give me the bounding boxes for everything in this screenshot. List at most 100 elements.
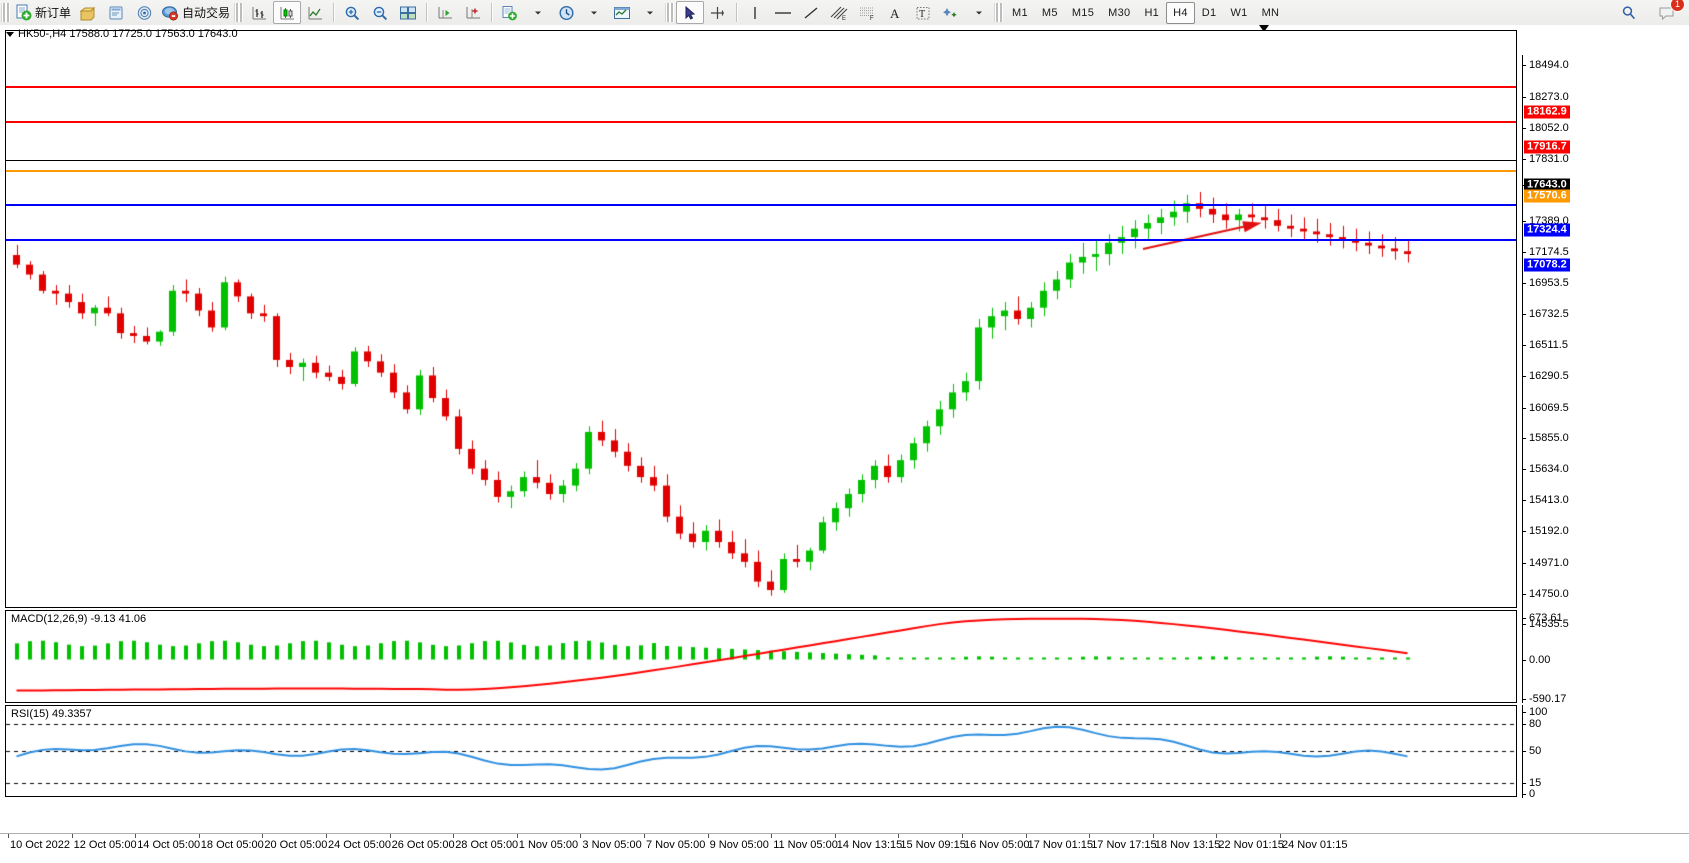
time-axis-label: 18 Oct 05:00 <box>200 839 264 851</box>
chart-symbol-header: HK50-,H4 17588.0 17725.0 17563.0 17643.0 <box>6 28 238 40</box>
time-axis-tick <box>8 834 9 838</box>
trendline-button[interactable] <box>797 1 825 24</box>
signals-button[interactable] <box>130 1 158 24</box>
objects-dropdown[interactable] <box>965 1 993 24</box>
templates-icon <box>614 6 631 19</box>
resistance-upper-tag[interactable]: 18162.9 <box>1524 105 1570 119</box>
timeframe-m15[interactable]: M15 <box>1071 6 1095 19</box>
timeframe-mn[interactable]: MN <box>1261 6 1280 19</box>
indicators-dropdown[interactable] <box>524 1 552 24</box>
line-chart-button[interactable] <box>301 1 329 24</box>
price-canvas[interactable] <box>6 31 1516 607</box>
macd-axis-tick-label: 0.00 <box>1529 653 1551 666</box>
rsi-panel[interactable]: RSI(15) 49.3357 <box>5 705 1517 797</box>
cursor-button[interactable] <box>676 1 705 24</box>
toolbar-grip[interactable] <box>1 3 10 22</box>
ask-price-line[interactable] <box>6 169 1516 172</box>
search-button[interactable] <box>1615 1 1643 24</box>
equidistant-channel-button[interactable]: E <box>825 1 853 24</box>
crosshair-icon <box>711 6 725 19</box>
svg-text:E: E <box>842 16 846 21</box>
macd-panel[interactable]: MACD(12,26,9) -9.13 41.06 <box>5 610 1517 703</box>
candlestick-chart-button[interactable] <box>273 1 302 24</box>
price-axis[interactable]: 18494.018273.018052.017831.017643.017389… <box>1522 55 1687 633</box>
fibonacci-button[interactable]: F <box>853 1 881 24</box>
timeframe-d1[interactable]: D1 <box>1201 6 1217 19</box>
support-upper-line[interactable] <box>6 204 1516 207</box>
chevron-down-icon <box>535 11 542 14</box>
new-order-button[interactable]: 新订单 <box>12 1 74 24</box>
candlestick-chart-icon <box>280 6 294 19</box>
support-lower-tag[interactable]: 17078.2 <box>1524 258 1570 272</box>
time-axis-tick <box>580 834 582 838</box>
timeframe-w1[interactable]: W1 <box>1230 6 1248 19</box>
signals-icon <box>137 5 151 20</box>
trendline-icon <box>804 6 818 19</box>
rsi-axis[interactable]: 100 80 50 15 0 <box>1522 705 1687 800</box>
price-panel[interactable] <box>5 30 1517 608</box>
price-axis-tick <box>1522 531 1526 533</box>
resistance-lower-tag[interactable]: 17916.7 <box>1524 140 1570 154</box>
auto-trading-button[interactable]: 自动交易 <box>158 1 233 24</box>
macd-axis[interactable]: 673.61 0.00 -590.17 <box>1522 610 1687 705</box>
tile-windows-button[interactable] <box>394 1 422 24</box>
toolbar-separator-1 <box>333 3 335 22</box>
shift-end-button[interactable] <box>431 1 459 24</box>
open-data-window-button[interactable] <box>74 1 102 24</box>
price-axis-tick <box>1522 407 1526 409</box>
rsi-canvas[interactable] <box>6 706 1516 796</box>
price-axis-tick <box>1522 345 1526 347</box>
toolbar-grip-2[interactable] <box>234 3 244 22</box>
time-axis-tick <box>1280 834 1281 838</box>
chart-area[interactable]: HK50-,H4 17588.0 17725.0 17563.0 17643.0… <box>0 25 1689 863</box>
crosshair-button[interactable] <box>704 1 732 24</box>
zoom-out-icon <box>373 6 387 20</box>
period-dropdown[interactable] <box>580 1 608 24</box>
bid-price-line[interactable] <box>6 159 1516 161</box>
timeframe-m1[interactable]: M1 <box>1012 6 1028 19</box>
templates-button[interactable] <box>608 1 636 24</box>
price-axis-tick <box>1522 96 1526 98</box>
support-lower-line[interactable] <box>6 239 1516 242</box>
text-button[interactable]: A <box>881 1 909 24</box>
shift-end-icon <box>438 6 452 18</box>
support-upper-tag[interactable]: 17324.4 <box>1524 223 1570 237</box>
templates-dropdown[interactable] <box>636 1 664 24</box>
vertical-line-button[interactable] <box>741 1 769 24</box>
chart-shift-button[interactable] <box>459 1 487 24</box>
chart-menu-triangle-icon[interactable] <box>6 31 14 37</box>
navigator-button[interactable] <box>102 1 130 24</box>
text-label-button[interactable]: T <box>909 1 937 24</box>
horizontal-line-button[interactable] <box>769 1 797 24</box>
ask-price-tag[interactable]: 17570.6 <box>1524 189 1570 203</box>
toolbar-grip-4[interactable] <box>994 3 1004 22</box>
zoom-in-button[interactable] <box>338 1 366 24</box>
timeframe-m5[interactable]: M5 <box>1041 6 1058 19</box>
macd-canvas[interactable] <box>6 611 1516 702</box>
price-axis-tick-label: 18273.0 <box>1529 90 1569 103</box>
price-axis-tick <box>1522 376 1526 378</box>
cursor-icon <box>685 5 696 20</box>
objects-button[interactable] <box>937 1 965 24</box>
period-icon <box>559 5 574 20</box>
timeframe-m30[interactable]: M30 <box>1108 6 1131 19</box>
price-axis-tick-label: 18494.0 <box>1529 59 1569 72</box>
time-axis[interactable]: 10 Oct 2022 12 Oct 05:00 14 Oct 05:00 18 Oc… <box>0 833 1689 863</box>
timeframe-h1[interactable]: H1 <box>1144 6 1160 19</box>
new-order-icon <box>16 4 32 21</box>
indicators-button[interactable] <box>496 1 524 24</box>
price-axis-tick-label: 18052.0 <box>1529 121 1569 134</box>
price-axis-tick-label: 15855.0 <box>1529 431 1569 444</box>
time-axis-tick <box>453 834 455 838</box>
resistance-lower-line[interactable] <box>6 120 1516 123</box>
equidistant-channel-icon: E <box>830 6 848 21</box>
zoom-out-button[interactable] <box>366 1 394 24</box>
resistance-upper-line[interactable] <box>6 86 1516 89</box>
bid-price-tag[interactable]: 17643.0 <box>1524 178 1570 192</box>
time-axis-tick <box>1216 834 1218 838</box>
period-button[interactable] <box>552 1 580 24</box>
timeframe-h4[interactable]: H4 <box>1166 1 1195 24</box>
bar-chart-button[interactable] <box>245 1 273 24</box>
toolbar-grip-3[interactable] <box>665 3 675 22</box>
chat-button[interactable]: 1 <box>1653 0 1685 24</box>
